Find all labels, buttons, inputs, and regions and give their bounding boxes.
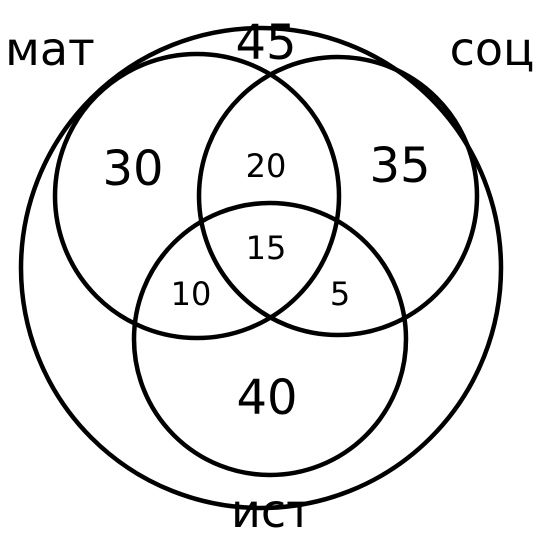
soc-set-label: соц (450, 22, 535, 76)
universe-circle (18, 25, 504, 511)
all-three-value: 15 (246, 229, 287, 267)
hist-only-value: 40 (236, 370, 297, 426)
outside-value: 45 (235, 15, 296, 71)
soc-only-value: 35 (369, 138, 430, 194)
hist-circle (131, 200, 409, 478)
math-circle (52, 51, 342, 341)
hist-set-label: ист (231, 484, 313, 534)
math-set-label: мат (5, 22, 95, 76)
soc-circle (196, 54, 480, 338)
math-hist-value: 10 (171, 275, 212, 313)
soc-hist-value: 5 (330, 275, 350, 313)
math-only-value: 30 (102, 141, 163, 197)
math-soc-value: 20 (246, 147, 287, 185)
